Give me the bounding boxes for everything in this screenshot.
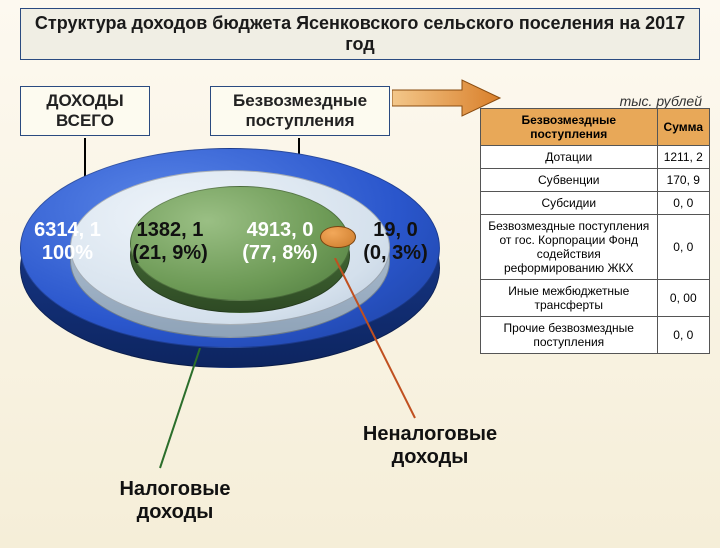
cell-name: Иные межбюджетные трансферты [481,280,658,317]
unit-label: тыс. рублей [620,93,702,109]
badge-line: ДОХОДЫ [29,91,141,111]
legend-tax: Налоговые доходы [90,478,260,524]
badge-line: Безвозмездные [219,91,381,111]
cell-val: 0, 0 [657,192,709,215]
table-head: Сумма [657,109,709,146]
cell-val: 1211, 2 [657,146,709,169]
badge-line: поступления [219,111,381,131]
page-title: Структура доходов бюджета Ясенковского с… [20,8,700,60]
legend-text: доходы [90,501,260,524]
value-amount: 4913, 0 [235,219,325,242]
cell-name: Субвенции [481,169,658,192]
value-pct: 100% [30,242,105,265]
table-row: Дотации1211, 2 [481,146,710,169]
table-row: Безвозмездные поступления от гос. Корпор… [481,215,710,280]
table-row: Субсидии0, 0 [481,192,710,215]
value-total: 6314, 1 100% [20,213,115,271]
callout-line-tax [150,348,230,478]
value-tax: 1382, 1 (21, 9%) [115,213,225,271]
cell-name: Субсидии [481,192,658,215]
table-body: Дотации1211, 2 Субвенции170, 9 Субсидии0… [481,146,710,354]
legend-text: Налоговые [90,478,260,501]
table-row: Субвенции170, 9 [481,169,710,192]
table-row: Иные межбюджетные трансферты0, 00 [481,280,710,317]
table-head: Безвозмездные поступления [481,109,658,146]
value-amount: 19, 0 [358,219,433,242]
cell-name: Прочие безвозмездные поступления [481,317,658,354]
badge-gratuitous: Безвозмездные поступления [210,86,390,136]
callout-line-nontax [320,258,440,428]
cell-name: Безвозмездные поступления от гос. Корпор… [481,215,658,280]
cell-val: 0, 0 [657,215,709,280]
gratuitous-table: Безвозмездные поступления Сумма Дотации1… [480,108,710,354]
cell-val: 0, 0 [657,317,709,354]
table-row: Прочие безвозмездные поступления0, 0 [481,317,710,354]
badge-total-income: ДОХОДЫ ВСЕГО [20,86,150,136]
legend-text: Неналоговые [340,423,520,446]
cell-name: Дотации [481,146,658,169]
cell-val: 170, 9 [657,169,709,192]
value-pct: (21, 9%) [125,242,215,265]
value-amount: 6314, 1 [30,219,105,242]
value-amount: 1382, 1 [125,219,215,242]
legend-text: доходы [340,446,520,469]
value-pct: (77, 8%) [235,242,325,265]
badge-line: ВСЕГО [29,111,141,131]
cell-val: 0, 00 [657,280,709,317]
legend-nontax: Неналоговые доходы [340,423,520,469]
value-grat: 4913, 0 (77, 8%) [225,213,335,271]
